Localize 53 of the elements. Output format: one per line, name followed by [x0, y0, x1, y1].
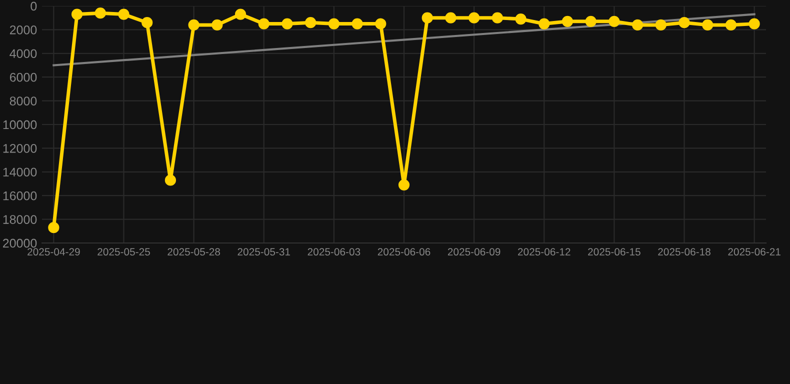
x-tick-label: 2025-06-15	[588, 248, 640, 256]
point	[678, 17, 690, 28]
point	[48, 222, 60, 234]
y-tick-label: 16000	[3, 191, 37, 200]
point	[725, 19, 737, 31]
point	[445, 12, 456, 24]
y-tick-label: 2000	[10, 26, 37, 34]
y-tick-label: 0	[30, 2, 37, 11]
point	[422, 12, 433, 24]
point	[71, 8, 83, 20]
x-tick-label: 2025-05-28	[168, 248, 220, 256]
x-tick-label: 2025-06-06	[378, 248, 430, 256]
point	[118, 8, 130, 20]
point	[234, 8, 246, 20]
x-tick-label: 2025-06-03	[308, 248, 360, 256]
point	[188, 19, 200, 31]
point	[585, 16, 596, 27]
x-tick-label: 2025-05-31	[238, 248, 290, 256]
x-tick-label: 2025-06-18	[658, 248, 710, 256]
point	[305, 17, 316, 28]
x-tick-label: 2025-06-12	[518, 248, 570, 256]
point	[608, 16, 620, 27]
point	[164, 174, 176, 186]
point	[258, 18, 270, 30]
point	[538, 18, 550, 30]
point	[562, 16, 574, 27]
y-tick-label: 8000	[10, 96, 37, 106]
point	[142, 17, 153, 28]
x-tick-label: 2025-04-29	[28, 248, 80, 256]
y-tick-label: 4000	[10, 49, 37, 58]
y-tick-label: 20000	[3, 238, 37, 248]
point	[515, 13, 526, 25]
point	[94, 8, 106, 19]
x-tick-label: 2025-05-25	[98, 248, 150, 256]
point	[632, 19, 644, 31]
point	[375, 18, 386, 30]
y-tick-label: 6000	[10, 72, 37, 82]
y-tick-label: 12000	[3, 144, 37, 153]
y-tick-label: 18000	[3, 215, 37, 224]
x-tick-label: 2025-06-21	[728, 248, 780, 256]
point	[492, 12, 503, 24]
point	[282, 18, 293, 30]
point	[748, 18, 760, 30]
point	[328, 18, 340, 30]
point	[702, 19, 714, 31]
point	[212, 19, 223, 31]
y-tick-label: 10000	[3, 120, 37, 130]
point	[398, 179, 410, 190]
point	[655, 19, 666, 31]
x-tick-label: 2025-06-09	[448, 248, 500, 256]
y-tick-label: 14000	[3, 168, 37, 177]
point	[352, 18, 363, 30]
point	[468, 12, 480, 24]
